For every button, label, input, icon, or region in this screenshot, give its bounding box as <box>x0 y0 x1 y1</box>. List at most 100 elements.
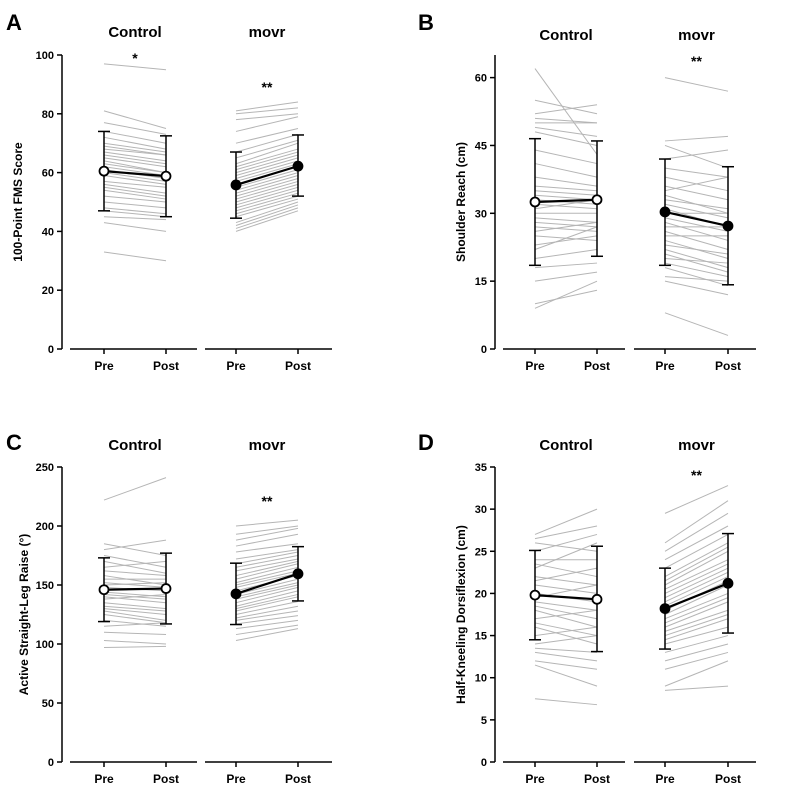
x-tick-label: Post <box>584 772 610 786</box>
individual-line <box>664 176 729 192</box>
individual-line <box>664 576 729 607</box>
x-tick-label: Post <box>153 359 179 373</box>
significance-marker: ** <box>691 467 702 483</box>
individual-line <box>534 698 598 706</box>
individual-line <box>534 647 598 653</box>
individual-line <box>103 582 167 586</box>
individual-line <box>534 609 598 620</box>
individual-line <box>235 116 299 132</box>
individual-line <box>103 142 167 153</box>
individual-line <box>664 542 729 578</box>
group-control: Control Pre Post <box>525 437 610 786</box>
individual-line <box>103 151 167 162</box>
individual-line <box>664 249 729 269</box>
y-axis-label: 100-Point FMS Score <box>11 142 25 262</box>
individual-line <box>664 635 729 653</box>
mean-line <box>103 170 167 178</box>
individual-line <box>235 533 299 547</box>
individual-line <box>534 533 598 552</box>
group-title: Control <box>108 437 161 454</box>
individual-line <box>103 110 167 129</box>
individual-line <box>103 614 167 624</box>
individual-line <box>103 195 167 203</box>
individual-line <box>534 271 598 282</box>
individual-line <box>534 601 598 611</box>
mean-line <box>103 587 167 591</box>
y-tick-label: 80 <box>42 109 54 121</box>
individual-line <box>235 549 299 560</box>
mean-point <box>292 568 304 580</box>
individual-line <box>103 157 167 168</box>
individual-line <box>534 117 598 124</box>
x-tick-label: Pre <box>525 359 545 373</box>
individual-line <box>103 645 167 649</box>
individual-line <box>235 582 299 598</box>
individual-line <box>235 175 299 194</box>
individual-line <box>103 172 167 182</box>
significance-marker: * <box>132 50 138 66</box>
individual-line <box>103 175 167 185</box>
individual-line <box>235 601 299 615</box>
individual-line <box>103 166 167 177</box>
group-control: Control * Pre Post <box>94 24 179 373</box>
individual-line <box>235 101 299 112</box>
individual-line <box>103 591 167 598</box>
individual-line <box>235 555 299 568</box>
individual-line <box>103 631 167 636</box>
panel-letter: B <box>418 10 434 35</box>
mean-point <box>98 165 110 177</box>
y-tick-label: 5 <box>481 715 487 727</box>
individual-line <box>664 199 729 210</box>
individual-line <box>534 605 598 620</box>
y-tick-label: 100 <box>36 639 54 651</box>
mean-line <box>235 572 299 595</box>
mean-point <box>230 588 242 600</box>
y-tick-label: 0 <box>481 344 487 356</box>
individual-line <box>103 639 167 645</box>
group-title: Control <box>539 437 592 454</box>
individual-line <box>103 605 167 612</box>
individual-line <box>534 126 598 137</box>
x-tick-label: Post <box>285 772 311 786</box>
individual-line <box>534 576 598 586</box>
individual-line <box>664 651 729 670</box>
individual-line <box>235 563 299 580</box>
individual-line <box>534 68 598 155</box>
y-tick-label: 30 <box>475 208 487 220</box>
individual-line <box>664 559 729 590</box>
individual-line <box>235 210 299 232</box>
individual-line <box>235 157 299 177</box>
individual-line <box>103 593 167 600</box>
y-tick-label: 150 <box>36 580 54 592</box>
panel-A: A 0 20 40 60 80 100 100-Point FMS Score Control *… <box>6 10 332 373</box>
individual-line <box>103 477 167 501</box>
individual-line <box>534 525 598 540</box>
individual-line <box>534 626 598 645</box>
individual-line <box>664 276 729 282</box>
y-tick-label: 0 <box>481 757 487 769</box>
x-tick-label: Post <box>153 772 179 786</box>
mean-point <box>659 206 671 218</box>
individual-line <box>235 154 299 174</box>
individual-line <box>235 578 299 595</box>
group-title: movr <box>249 24 286 41</box>
individual-line <box>534 508 598 535</box>
individual-line <box>534 664 598 687</box>
individual-line <box>103 222 167 232</box>
y-tick-label: 200 <box>36 521 54 533</box>
individual-line <box>664 614 729 637</box>
panel-B: B 0 15 30 45 60 Shoulder Reach (cm) Control Pre P… <box>418 10 756 373</box>
individual-line <box>235 572 299 588</box>
individual-line <box>235 201 299 224</box>
y-axis-label: Active Straight-Leg Raise (°) <box>17 534 31 696</box>
individual-line <box>664 485 729 514</box>
individual-line <box>103 63 167 71</box>
individual-line <box>664 563 729 594</box>
x-tick-label: Post <box>584 359 610 373</box>
individual-line <box>103 154 167 165</box>
individual-line <box>235 551 299 565</box>
individual-line <box>235 570 299 586</box>
x-tick-label: Pre <box>226 359 246 373</box>
individual-line <box>664 592 729 620</box>
y-tick-label: 35 <box>475 462 487 474</box>
